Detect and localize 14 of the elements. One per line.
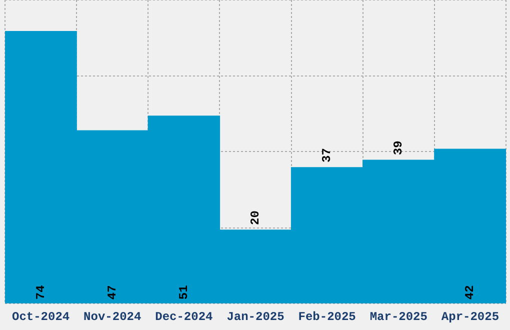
data-label: 37 xyxy=(320,148,334,162)
data-label: 42 xyxy=(463,285,478,300)
data-label: 20 xyxy=(248,210,263,225)
data-label: 47 xyxy=(105,285,120,300)
x-tick-label: Nov-2024 xyxy=(84,310,142,324)
x-tick-label: Jan-2025 xyxy=(226,310,284,324)
data-label: 51 xyxy=(176,285,191,300)
data-label: 74 xyxy=(34,285,48,300)
x-tick-label: Dec-2024 xyxy=(155,310,213,324)
x-tick-label: Apr-2025 xyxy=(441,310,500,324)
x-tick-label: Oct-2024 xyxy=(12,310,70,324)
x-tick-label: Feb-2025 xyxy=(298,310,356,324)
x-tick-label: Mar-2025 xyxy=(370,310,428,324)
data-label: 39 xyxy=(392,140,406,156)
